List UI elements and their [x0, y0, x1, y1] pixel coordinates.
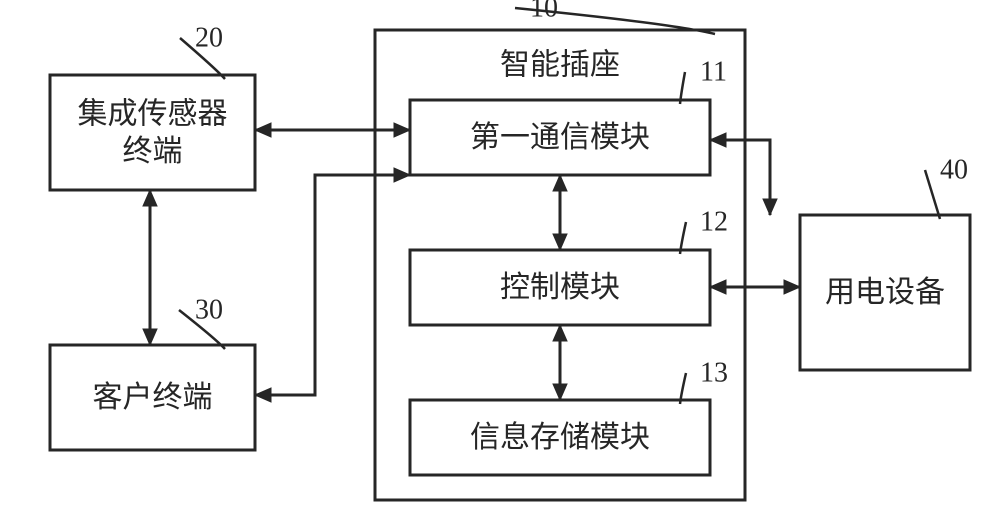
arrowhead: [553, 325, 567, 341]
box-label: 用电设备: [825, 276, 945, 309]
box-label: 集成传感器: [78, 97, 228, 130]
arrowhead: [553, 234, 567, 250]
box-title: 智能插座: [500, 49, 620, 82]
arrowhead: [255, 123, 271, 137]
box-label: 信息存储模块: [470, 421, 650, 454]
arrowhead: [394, 123, 410, 137]
arrowhead: [784, 280, 800, 294]
edge: [710, 140, 770, 215]
callout-leader: [925, 170, 940, 219]
box-label: 终端: [123, 135, 183, 168]
box-label: 控制模块: [500, 271, 620, 304]
box-n20: [50, 75, 255, 190]
arrowhead: [143, 329, 157, 345]
callout-label: 20: [195, 23, 223, 54]
box-label: 第一通信模块: [470, 121, 650, 154]
callout-label: 11: [700, 57, 727, 88]
arrowhead: [394, 168, 410, 182]
arrowhead: [143, 190, 157, 206]
arrowhead: [710, 133, 726, 147]
edge: [255, 175, 410, 395]
arrowhead: [553, 384, 567, 400]
arrowhead: [763, 199, 777, 215]
callout-label: 40: [940, 155, 968, 186]
callout-label: 12: [700, 207, 728, 238]
callout-label: 13: [700, 358, 728, 389]
arrowhead: [710, 280, 726, 294]
arrowhead: [255, 388, 271, 402]
box-label: 客户终端: [93, 381, 213, 414]
callout-label: 30: [195, 295, 223, 326]
callout-label: 10: [530, 0, 558, 24]
arrowhead: [553, 175, 567, 191]
